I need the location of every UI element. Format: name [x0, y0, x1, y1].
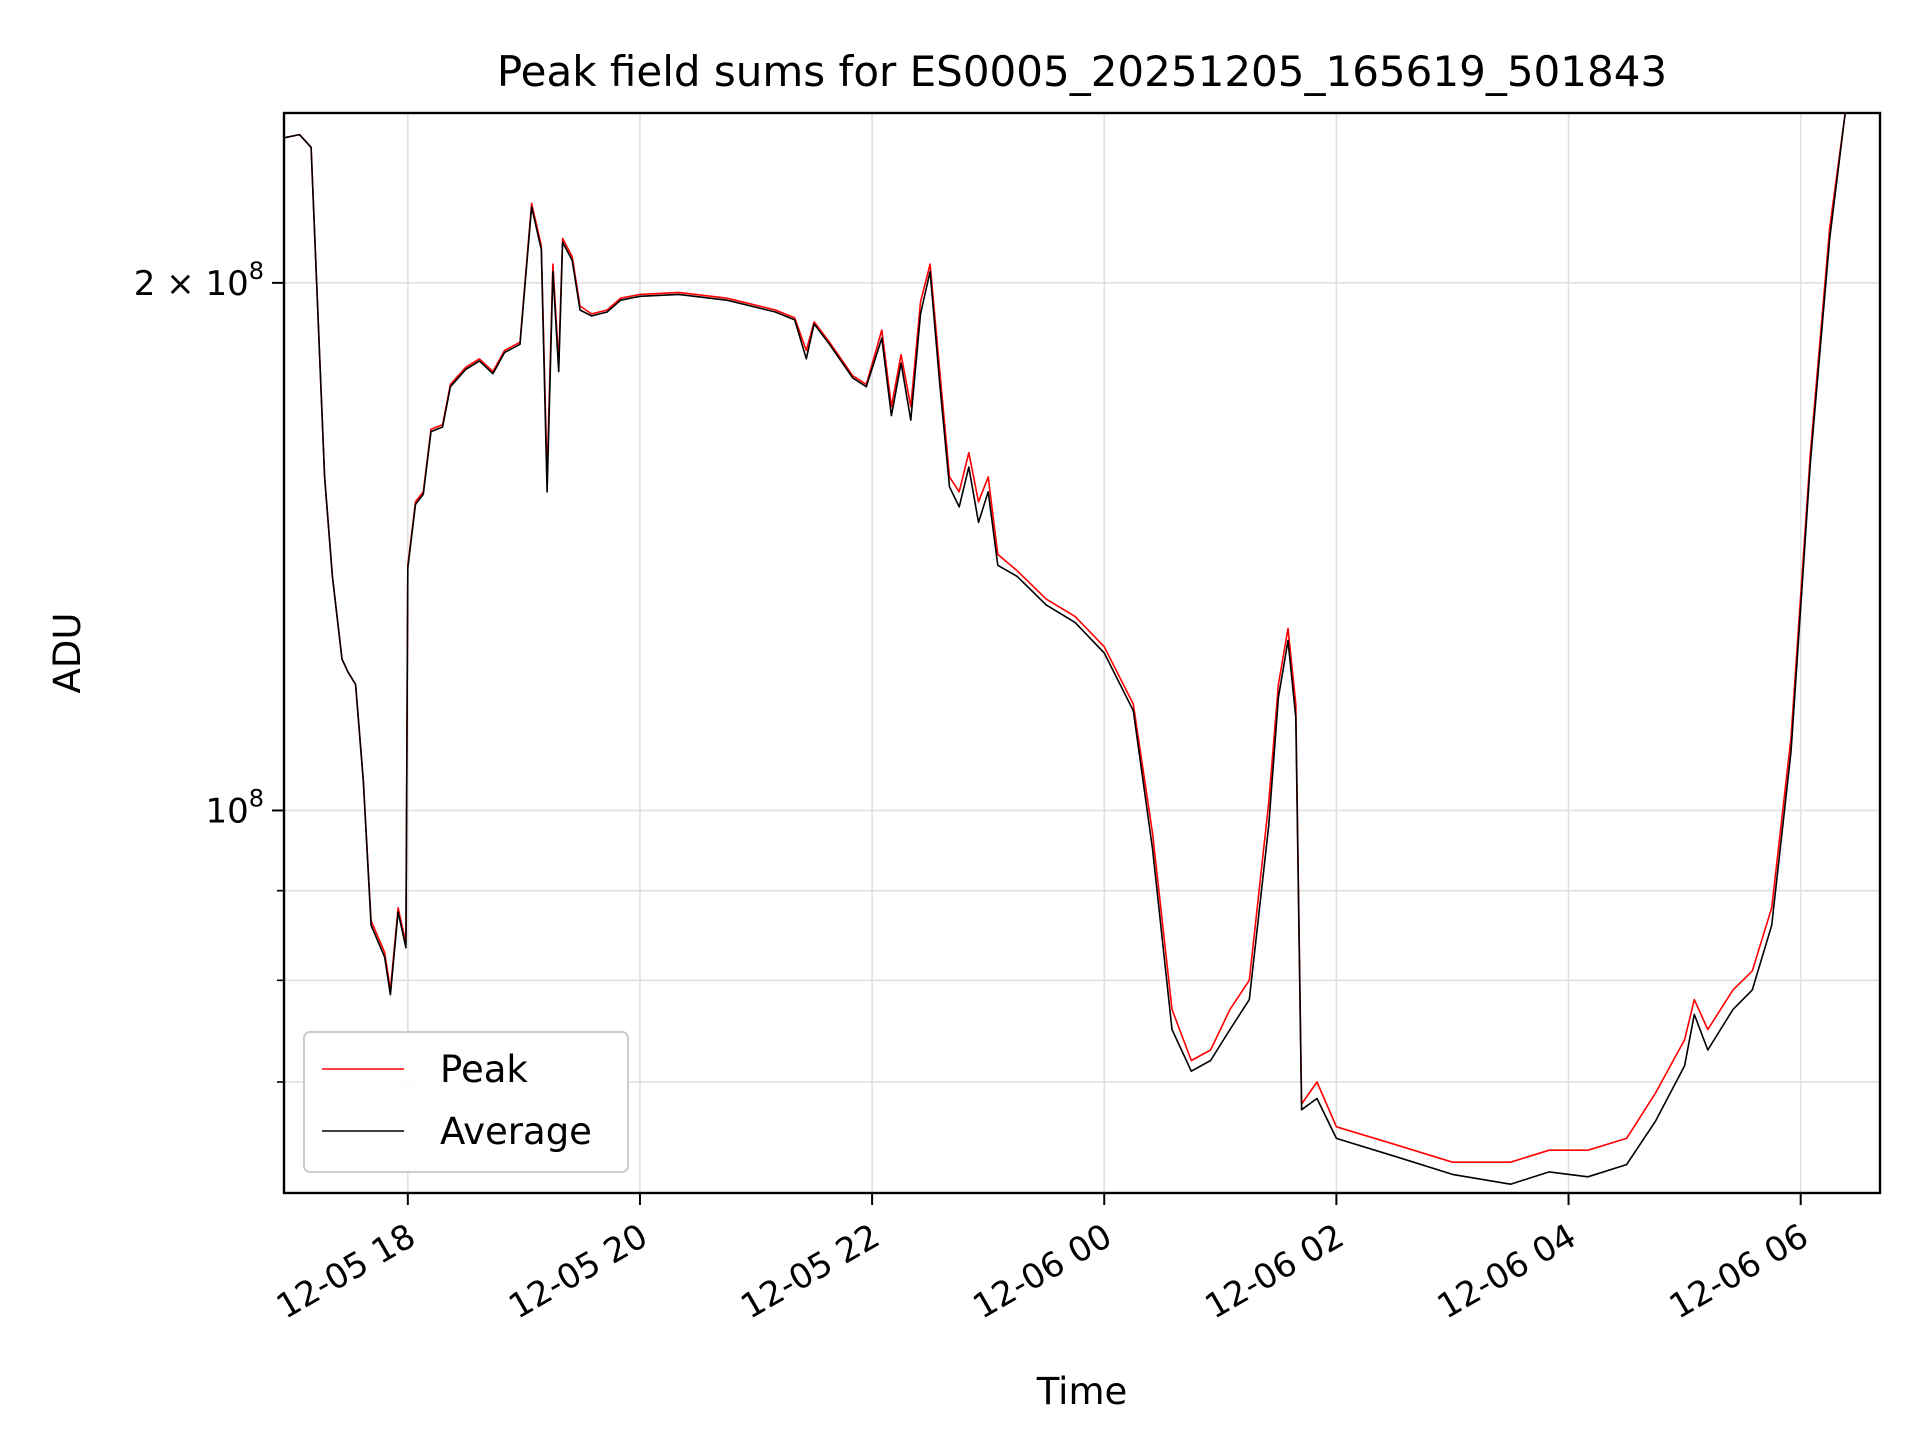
- y-tick-label: 2 × 108: [134, 257, 264, 304]
- series-lines: [284, 113, 1846, 1185]
- grid: [284, 113, 1880, 1193]
- legend-label-average: Average: [440, 1110, 592, 1153]
- chart-title: Peak field sums for ES0005_20251205_1656…: [497, 47, 1667, 96]
- legend: Peak Average: [303, 1031, 629, 1173]
- series-line-average: [284, 113, 1846, 1185]
- y-axis-label: ADU: [46, 613, 89, 694]
- legend-box: [303, 1031, 629, 1173]
- y-axis-ticks: 108 2 × 108: [134, 257, 284, 1083]
- y-tick-label: 108: [205, 784, 264, 831]
- legend-label-peak: Peak: [440, 1048, 528, 1091]
- series-line-peak: [284, 113, 1846, 1163]
- plot-frame: [282, 111, 1882, 1195]
- x-axis-label: Time: [1036, 1370, 1128, 1413]
